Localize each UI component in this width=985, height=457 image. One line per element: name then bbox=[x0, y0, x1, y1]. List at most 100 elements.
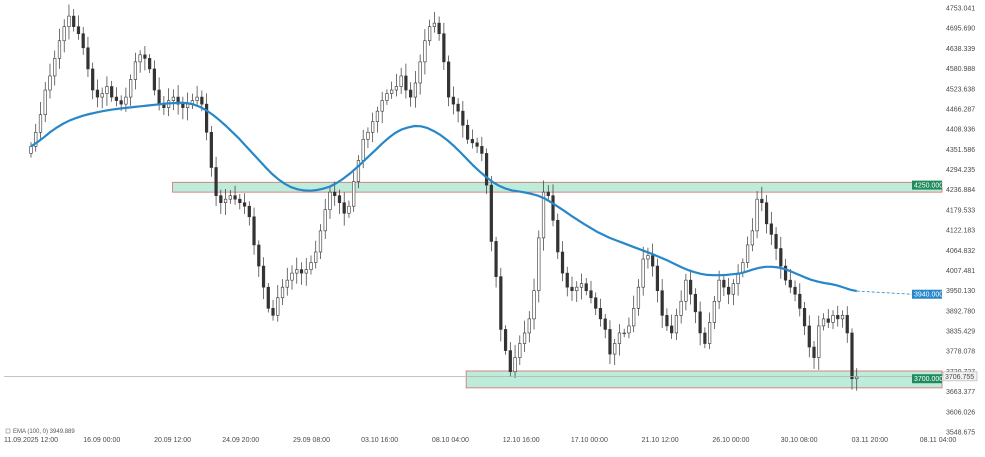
candle-body bbox=[769, 223, 773, 235]
candle-body bbox=[698, 311, 702, 334]
candle-body bbox=[152, 68, 156, 91]
x-tick-label: 30.10 08:00 bbox=[781, 437, 818, 444]
candle-body bbox=[219, 195, 223, 203]
price-tag-bg bbox=[912, 374, 942, 384]
candle-body bbox=[328, 191, 332, 211]
candle-body bbox=[76, 26, 81, 35]
y-tick-label: 3606.026 bbox=[946, 409, 975, 416]
candle-body bbox=[204, 103, 209, 133]
candle-body bbox=[276, 297, 280, 316]
candle-body bbox=[560, 251, 565, 274]
candle-body bbox=[541, 191, 546, 239]
candle-body bbox=[100, 93, 104, 98]
candle-body bbox=[783, 265, 788, 281]
candle-body bbox=[110, 86, 114, 98]
candle-body bbox=[57, 40, 62, 59]
y-tick-label: 4466.287 bbox=[946, 106, 975, 113]
candle-body bbox=[432, 22, 436, 27]
candle-body bbox=[257, 244, 261, 267]
candle-body bbox=[817, 325, 821, 358]
candle-body bbox=[513, 357, 517, 372]
y-tick-label: 4294.235 bbox=[946, 167, 975, 174]
candle-body bbox=[314, 251, 318, 263]
candle-body bbox=[798, 293, 802, 309]
y-tick-label: 4753.041 bbox=[946, 6, 975, 13]
candle-body bbox=[233, 195, 237, 200]
candle-body bbox=[570, 286, 574, 292]
candle-body bbox=[375, 110, 380, 123]
candle-body bbox=[646, 255, 650, 260]
y-tick-label: 3892.780 bbox=[946, 308, 975, 315]
candle-body bbox=[812, 346, 816, 358]
candle-body bbox=[114, 96, 119, 101]
candle-body bbox=[361, 139, 365, 161]
price-tag-label: 4250.000 bbox=[914, 183, 943, 190]
candle-body bbox=[228, 195, 232, 200]
candle-body bbox=[119, 100, 123, 105]
candle-body bbox=[594, 297, 598, 309]
candle-body bbox=[290, 272, 294, 281]
candle-body bbox=[356, 160, 361, 182]
candle-body bbox=[750, 230, 754, 246]
candle-body bbox=[855, 376, 859, 380]
candle-body bbox=[689, 279, 693, 295]
candle-body bbox=[475, 142, 479, 147]
candle-body bbox=[708, 322, 712, 344]
y-tick-label: 4695.690 bbox=[946, 26, 975, 33]
candle-body bbox=[91, 68, 95, 91]
candle-body bbox=[584, 283, 588, 292]
candle-body bbox=[636, 286, 641, 309]
candle-body bbox=[62, 26, 66, 42]
indicator-legend[interactable]: EMA (100, 0) 3949.889 bbox=[5, 428, 75, 435]
candle-body bbox=[674, 315, 679, 334]
candle-body bbox=[518, 343, 522, 358]
y-tick-label: 4236.884 bbox=[946, 187, 975, 194]
candle-body bbox=[34, 131, 38, 147]
candle-body bbox=[295, 269, 299, 274]
candle-body bbox=[641, 258, 645, 288]
candle-body bbox=[67, 15, 71, 27]
candle-body bbox=[48, 75, 52, 91]
candle-body bbox=[437, 22, 441, 35]
candle-body bbox=[200, 96, 204, 105]
candle-body bbox=[214, 167, 218, 196]
candle-body bbox=[299, 269, 304, 274]
candle-body bbox=[499, 276, 503, 330]
y-tick-label: 4408.936 bbox=[946, 127, 975, 134]
candle-body bbox=[522, 332, 527, 344]
candle-body bbox=[133, 61, 138, 80]
candle-body bbox=[494, 241, 498, 277]
x-tick-label: 20.09 12:00 bbox=[154, 437, 191, 444]
x-axis[interactable]: 11.09.2025 12:00 16.09 00:00 20.09 12:00 24… bbox=[4, 437, 956, 444]
candle-body bbox=[304, 269, 308, 274]
price-tag-bg bbox=[942, 371, 978, 382]
candle-body bbox=[546, 191, 550, 196]
y-tick-label: 4580.988 bbox=[946, 66, 975, 73]
x-tick-label: 24.09 20:00 bbox=[222, 437, 259, 444]
candle-body bbox=[598, 308, 603, 320]
candle-body bbox=[333, 191, 337, 196]
candle-body bbox=[86, 47, 90, 70]
x-tick-label: 26.10 00:00 bbox=[712, 437, 749, 444]
candle-body bbox=[684, 279, 688, 302]
candle-body bbox=[29, 146, 33, 154]
candle-body bbox=[603, 318, 607, 330]
candle-body bbox=[660, 290, 664, 316]
candle-body bbox=[209, 131, 213, 168]
candle-body bbox=[655, 265, 660, 292]
candle-body bbox=[755, 198, 759, 232]
candle-body bbox=[385, 93, 389, 101]
candle-body bbox=[129, 79, 133, 98]
candle-body bbox=[503, 329, 508, 351]
legend-icon bbox=[5, 428, 11, 434]
candle-body bbox=[399, 75, 403, 87]
candle-body bbox=[81, 33, 85, 49]
candle-body bbox=[722, 279, 726, 288]
candle-body bbox=[342, 202, 346, 214]
x-tick-label: 16.09 00:00 bbox=[83, 437, 120, 444]
candle-body bbox=[323, 209, 327, 232]
candle-body bbox=[465, 124, 470, 140]
